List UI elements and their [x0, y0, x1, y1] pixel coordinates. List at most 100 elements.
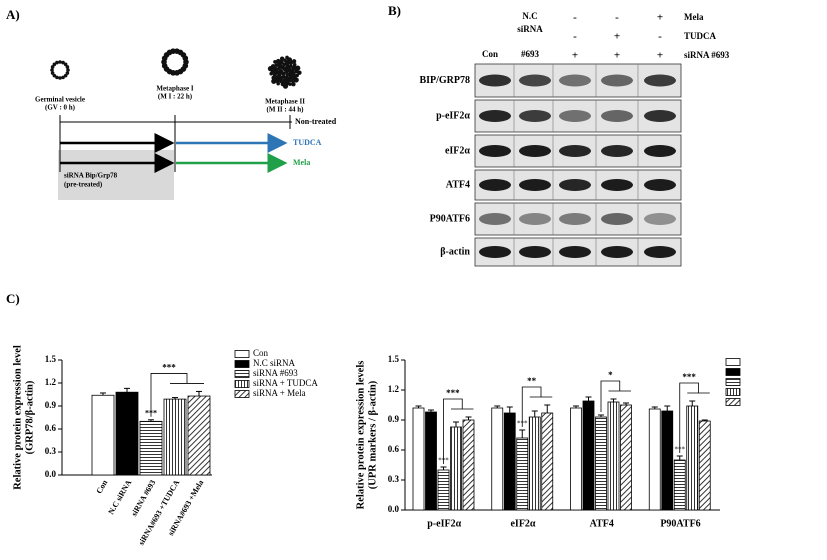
oocyte-bead — [58, 60, 62, 64]
blot-band — [519, 246, 551, 258]
oocyte-bead — [291, 59, 297, 64]
bar — [661, 410, 674, 511]
oocyte-bead — [66, 68, 70, 72]
condition-mark: - — [615, 12, 619, 24]
bar — [698, 420, 711, 511]
stage-name: Metaphase I — [156, 85, 193, 93]
significance-label: *** — [162, 362, 176, 372]
lane-label: N.C — [522, 11, 537, 21]
y-axis-label: Relative protein expression level — [12, 345, 23, 490]
condition-mark: + — [657, 12, 663, 24]
oocyte-bead — [58, 76, 62, 80]
bar — [425, 411, 437, 511]
bar — [570, 407, 582, 511]
oocyte-bead — [279, 56, 285, 61]
bar — [163, 398, 187, 476]
blot-band — [479, 246, 511, 258]
oocyte-bead — [288, 82, 292, 86]
x-tick-label: ATF4 — [590, 518, 614, 529]
bar — [503, 412, 516, 511]
blot-band — [519, 145, 551, 157]
legend-label: siRNA + TUDCA — [253, 378, 318, 388]
blot-band — [601, 145, 633, 157]
oocyte-bead — [65, 71, 70, 75]
legend-label: siRNA + Mela — [253, 388, 306, 398]
stage-time: (M I : 22 h) — [158, 93, 193, 101]
blot-band — [601, 179, 633, 191]
oocyte-bead — [55, 75, 59, 80]
bar — [528, 416, 541, 511]
oocyte-bead — [55, 60, 59, 65]
oocyte-core — [168, 55, 182, 69]
oocyte-bead — [285, 55, 289, 60]
blot-label: p-eIF2α — [436, 110, 470, 121]
blot-band — [601, 74, 633, 87]
panel-label: A) — [6, 7, 20, 22]
x-tick-label: p-eIF2α — [427, 518, 461, 529]
lane-label: #693 — [521, 49, 540, 59]
condition-label: TUDCA — [684, 31, 717, 41]
oocyte-bead — [65, 65, 70, 69]
blot-band — [479, 74, 511, 87]
blot-band — [601, 110, 633, 122]
legend-swatch — [725, 378, 741, 386]
y-tick-label: 0.0 — [45, 469, 57, 479]
y-tick-label: 0.9 — [45, 400, 57, 410]
condition-mark: - — [573, 12, 577, 24]
stage-time: (GV : 0 h) — [45, 104, 76, 112]
oocyte-bead — [50, 68, 54, 72]
bar — [462, 419, 475, 511]
blot-band — [559, 213, 591, 225]
blot-band — [559, 110, 591, 122]
y-tick-label: 0.9 — [388, 414, 400, 424]
condition-mark: - — [573, 31, 577, 43]
panel-label: B) — [388, 3, 401, 18]
bar — [648, 408, 661, 511]
blot-band — [644, 145, 676, 157]
bar — [437, 469, 450, 511]
oocyte-bead — [276, 81, 280, 86]
blot-band — [559, 179, 591, 191]
x-tick-label: Con — [94, 478, 109, 495]
blot-label: BIP/GRP78 — [419, 75, 470, 86]
oocyte-bead — [271, 78, 277, 84]
bar — [450, 426, 462, 511]
legend-swatch — [234, 380, 250, 388]
legend-swatch — [725, 398, 741, 406]
blot-band — [479, 213, 511, 225]
panel-b: Con N.C siRNA #693 Mela - - + TUDCA - + - siRNA … — [419, 11, 730, 267]
significance-bracket — [150, 373, 204, 417]
oocyte-bead — [293, 77, 299, 83]
oocyte-bead — [50, 71, 55, 75]
condition-mark: + — [657, 50, 663, 62]
blot-label: eIF2α — [445, 145, 470, 156]
y-tick-label: 0.0 — [388, 504, 400, 514]
x-tick-label: eIF2α — [510, 518, 535, 529]
bar — [673, 459, 686, 511]
y-tick-label: 0.6 — [45, 423, 57, 433]
significance-bracket — [443, 398, 474, 464]
blot-band — [559, 145, 591, 157]
oocyte-bead — [275, 58, 281, 65]
legend-swatch — [725, 368, 741, 376]
legend-label: Con — [253, 348, 269, 358]
blot-band — [519, 74, 551, 87]
blot-band — [519, 213, 551, 225]
condition-label: siRNA #693 — [684, 50, 730, 60]
y-axis-label: (UPR markers / β-actin) — [367, 380, 378, 489]
significance-bracket — [600, 380, 631, 412]
row-label: TUDCA — [293, 138, 322, 147]
oocyte-bead — [267, 66, 274, 72]
y-tick-label: 0.3 — [45, 446, 57, 456]
pretreat-label: siRNA Bip/Grp78 — [64, 172, 118, 180]
condition-mark: + — [614, 31, 620, 43]
blot-band — [644, 179, 676, 191]
stage-name: Germinal vesicle — [35, 96, 85, 104]
panel-label: C) — [6, 291, 20, 306]
blot-band — [519, 110, 551, 122]
stage-name: Metaphase II — [265, 98, 305, 106]
pretreat-label: (pre-treated) — [64, 181, 103, 189]
significance-label: * — [608, 370, 613, 380]
bar — [541, 412, 554, 511]
